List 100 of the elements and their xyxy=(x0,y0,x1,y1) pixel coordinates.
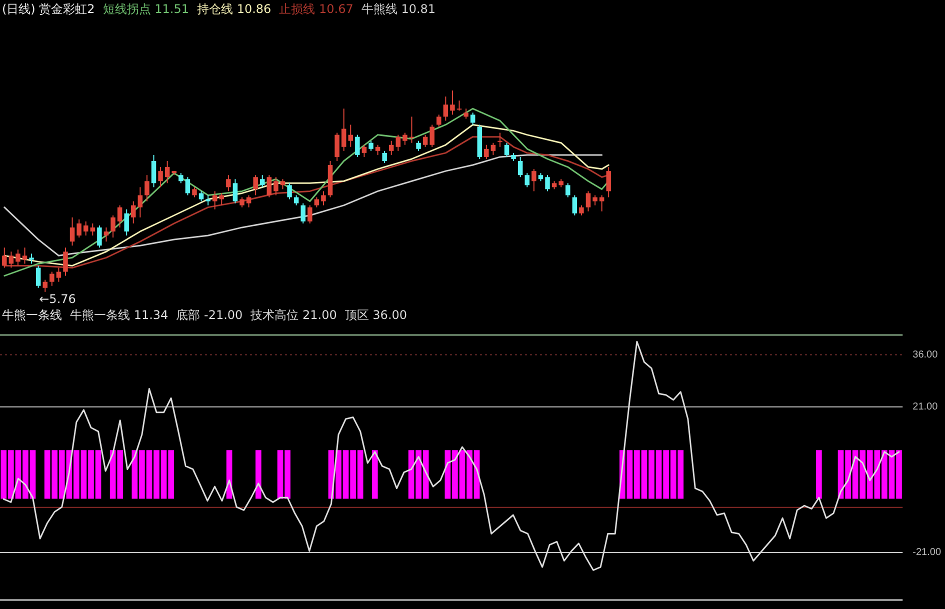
candlestick xyxy=(443,96,448,122)
candlestick xyxy=(396,134,401,152)
candlestick xyxy=(388,140,394,156)
text: 牛熊一条线 xyxy=(70,308,131,322)
candlestick xyxy=(599,194,604,212)
candlestick xyxy=(341,108,346,152)
candlestick xyxy=(16,249,20,266)
candlestick xyxy=(50,271,54,286)
candlestick xyxy=(416,140,421,152)
candlestick xyxy=(422,134,428,148)
candlestick xyxy=(308,204,312,224)
text: 短线拐点 xyxy=(102,2,152,16)
candlestick xyxy=(253,174,258,196)
candlestick xyxy=(545,174,550,192)
candlestick xyxy=(409,116,414,144)
candlestick xyxy=(565,182,570,198)
candlestick xyxy=(70,216,75,246)
candlestick xyxy=(110,214,116,238)
candlestick xyxy=(355,134,360,158)
candlestick xyxy=(430,124,434,148)
candlestick xyxy=(504,142,510,158)
candlestick xyxy=(334,132,340,162)
candlestick xyxy=(579,204,584,216)
candlestick xyxy=(321,190,326,206)
candlestick xyxy=(117,204,122,228)
candlestick xyxy=(532,168,536,192)
candlestick xyxy=(260,174,265,188)
candlestick xyxy=(348,124,354,148)
text: 牛熊线 xyxy=(361,2,398,16)
candlestick xyxy=(490,142,496,156)
candlestick xyxy=(382,150,387,164)
candlestick xyxy=(42,279,48,292)
text: 11.51 xyxy=(154,2,189,16)
candlestick xyxy=(314,196,320,208)
candlestick xyxy=(402,132,408,146)
chart-title: (日线) 赏金彩虹2 xyxy=(2,2,95,16)
candlestick xyxy=(362,144,367,158)
y-tick-label: -21.00 xyxy=(912,547,942,558)
chart-title: 牛熊一条线 xyxy=(2,308,62,322)
candlestick xyxy=(8,251,14,268)
candlestick xyxy=(226,174,231,192)
candlestick xyxy=(524,172,530,188)
candlestick xyxy=(436,114,442,128)
candlestick xyxy=(178,172,184,184)
candlestick xyxy=(2,247,7,268)
candlestick xyxy=(484,144,489,160)
candlestick xyxy=(124,208,129,236)
candlestick xyxy=(97,224,102,248)
text: 底部 -21.00 xyxy=(176,308,243,322)
candlestick xyxy=(518,156,523,178)
candlestick xyxy=(185,176,190,196)
candlestick xyxy=(280,178,286,190)
candlestick xyxy=(592,194,598,206)
candlestick xyxy=(246,194,252,208)
candlestick xyxy=(212,190,218,210)
candlestick xyxy=(606,166,611,198)
candlestick xyxy=(572,194,578,216)
candlestick xyxy=(219,192,224,206)
text: 10.67 xyxy=(319,2,354,16)
candlestick xyxy=(29,253,34,264)
candlestick xyxy=(240,196,244,208)
candlestick xyxy=(144,174,150,202)
candlestick xyxy=(498,132,502,148)
text: 10.86 xyxy=(236,2,272,16)
candlestick xyxy=(192,186,197,198)
text: ←5.76 xyxy=(39,292,76,306)
candlestick xyxy=(90,222,96,236)
candlestick xyxy=(232,178,238,204)
candlestick xyxy=(470,112,476,126)
text: 10.81 xyxy=(401,2,436,16)
candlestick xyxy=(198,190,204,202)
candlestick xyxy=(164,160,170,184)
text: 持仓线 xyxy=(197,2,234,16)
y-tick-label: 36.00 xyxy=(912,350,938,361)
candlestick xyxy=(464,108,468,120)
candlestick xyxy=(586,190,591,212)
candlestick xyxy=(294,194,299,206)
candlestick xyxy=(287,182,292,200)
candlestick xyxy=(56,267,62,282)
candlestick xyxy=(450,90,455,116)
y-tick-label: 21.00 xyxy=(912,402,938,413)
candlestick xyxy=(76,218,82,238)
text: 11.34 xyxy=(134,308,168,322)
text: 顶区 36.00 xyxy=(344,308,408,322)
candlestick xyxy=(375,144,380,156)
candlestick xyxy=(151,154,156,188)
candlestick xyxy=(22,247,28,264)
candlestick xyxy=(266,174,272,198)
text: 止损线 xyxy=(279,2,316,16)
candlestick xyxy=(456,100,462,112)
candlestick xyxy=(63,247,68,276)
candlestick xyxy=(104,226,109,242)
candlestick xyxy=(274,176,278,196)
text: 技术高位 21.00 xyxy=(250,308,337,322)
candlestick xyxy=(158,166,163,188)
candlestick xyxy=(368,140,374,152)
candlestick xyxy=(206,194,210,206)
candlestick xyxy=(36,265,41,288)
candlestick xyxy=(83,220,88,236)
candlestick xyxy=(138,186,143,218)
